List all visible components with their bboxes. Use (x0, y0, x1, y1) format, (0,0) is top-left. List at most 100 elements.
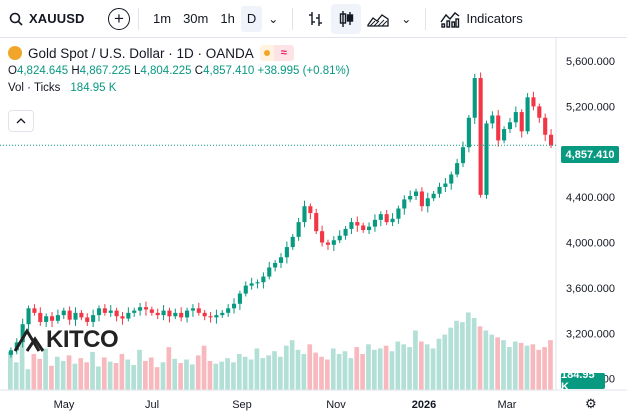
time-axis-label: Mar (498, 399, 517, 411)
volume-bar (512, 341, 518, 390)
volume-bar (119, 354, 125, 390)
chart-settings-icon[interactable]: ⚙ (585, 396, 597, 411)
timeframe-1h[interactable]: 1h (220, 11, 235, 26)
volume-bar (231, 362, 236, 390)
volume-bar (536, 349, 542, 390)
candle-body (190, 308, 195, 311)
volume-bar (395, 341, 401, 390)
high-value: 4,867.225 (79, 65, 131, 77)
timeframe-30m[interactable]: 30m (183, 11, 209, 26)
candle-body (337, 235, 342, 241)
volume-bar (430, 348, 436, 390)
price-axis-label: 3,600.000 (566, 283, 615, 295)
indicators-button[interactable]: Indicators (434, 4, 528, 34)
change-value: +38.995 (+0.81%) (257, 65, 350, 77)
volume-legend[interactable]: Vol · Ticks 184.95 K (8, 82, 350, 94)
price-axis-label: 5,600.000 (566, 56, 615, 68)
candle-body (231, 303, 237, 309)
candle-body (49, 316, 55, 321)
volume-bar (84, 362, 89, 390)
volume-bar (78, 358, 84, 390)
volume-bar (524, 345, 530, 390)
price-axis-label: 4,400.000 (566, 192, 615, 204)
candle-body (437, 186, 442, 194)
candle-body (267, 267, 272, 277)
volume-bar (489, 334, 495, 390)
time-axis-label: Sep (232, 399, 252, 411)
candle-body (413, 191, 419, 197)
candle-body (149, 309, 154, 313)
candle-body (490, 115, 495, 124)
time-axis-label: May (54, 399, 75, 411)
volume-bar (272, 351, 277, 390)
volume-bar (225, 358, 230, 390)
volume-label: Vol · Ticks (8, 82, 61, 94)
candle-body (208, 316, 213, 318)
volume-bar (424, 344, 430, 390)
volume-bar (442, 334, 448, 390)
timeframe-1m[interactable]: 1m (153, 11, 172, 26)
bars-icon (309, 11, 323, 26)
time-axis-label: Nov (326, 399, 346, 411)
volume-bar (295, 349, 301, 390)
volume-bar (219, 361, 225, 390)
price-axis-label: 5,200.000 (566, 101, 615, 113)
volume-bar (460, 322, 465, 390)
volume-bar (495, 337, 500, 390)
time-axis-label: Jul (145, 399, 159, 411)
volume-bar (518, 342, 524, 390)
candle-body (237, 293, 242, 304)
symbol-search[interactable]: XAUUSD (0, 0, 98, 38)
price-chart[interactable]: 5,600.000 5,200.000 4,400.000 4,000.000 3,60… (0, 38, 627, 418)
bar-chart-type-button[interactable] (301, 4, 331, 34)
volume-bar (289, 340, 295, 390)
candle-body (79, 312, 84, 318)
volume-bar (131, 365, 136, 390)
candle-body (102, 308, 107, 313)
volume-bar (465, 312, 471, 390)
collapse-legend-button[interactable] (8, 110, 34, 132)
candle-body (378, 214, 383, 220)
volume-bar (178, 363, 183, 390)
volume-bar (330, 348, 336, 390)
candle-body (114, 310, 119, 317)
volume-bar (72, 363, 78, 390)
gold-logo-icon (8, 46, 22, 60)
compare-symbol-button[interactable]: + (108, 7, 130, 30)
search-icon (9, 12, 23, 26)
legend-title[interactable]: Gold Spot / U.S. Dollar · 1D · OANDA (28, 45, 254, 61)
ohlc-values: O4,824.645 H4,867.225 L4,804.225 C4,857.… (8, 65, 350, 77)
legend-pill[interactable]: ≈ (259, 45, 294, 61)
volume-bar (137, 349, 142, 390)
volume-bar (37, 358, 43, 390)
area-chart-type-button[interactable] (361, 4, 395, 34)
candles-chart-type-button[interactable] (331, 3, 362, 34)
volume-bar (542, 347, 547, 390)
chart-type-chevron-down-icon[interactable]: ⌄ (401, 11, 412, 26)
candle-body (507, 122, 513, 130)
divider (425, 7, 427, 30)
divider (292, 7, 294, 30)
price-axis-label: 4,000.000 (566, 238, 615, 250)
volume-bar (325, 359, 330, 390)
volume-bar (471, 318, 477, 390)
timeframe-chevron-down-icon[interactable]: ⌄ (268, 11, 279, 26)
volume-bar (242, 356, 248, 390)
candle-body (226, 308, 231, 313)
candle-body (519, 112, 524, 132)
volume-bar (184, 359, 189, 390)
volume-bar (530, 344, 536, 390)
volume-bar (172, 358, 178, 390)
volume-bar (342, 351, 348, 390)
candle-body (367, 226, 372, 231)
candle-body (214, 315, 219, 318)
candle-body (302, 206, 307, 223)
price-axis-label: 3,200.000 (566, 328, 615, 340)
volume-bar (477, 326, 483, 390)
candle-body (196, 308, 201, 313)
last-volume-tag: 184.95 K (561, 369, 605, 393)
indicators-label: Indicators (466, 11, 523, 26)
candle-body (384, 214, 389, 223)
timeframe-d[interactable]: D (240, 5, 263, 32)
candle-body (455, 163, 460, 175)
